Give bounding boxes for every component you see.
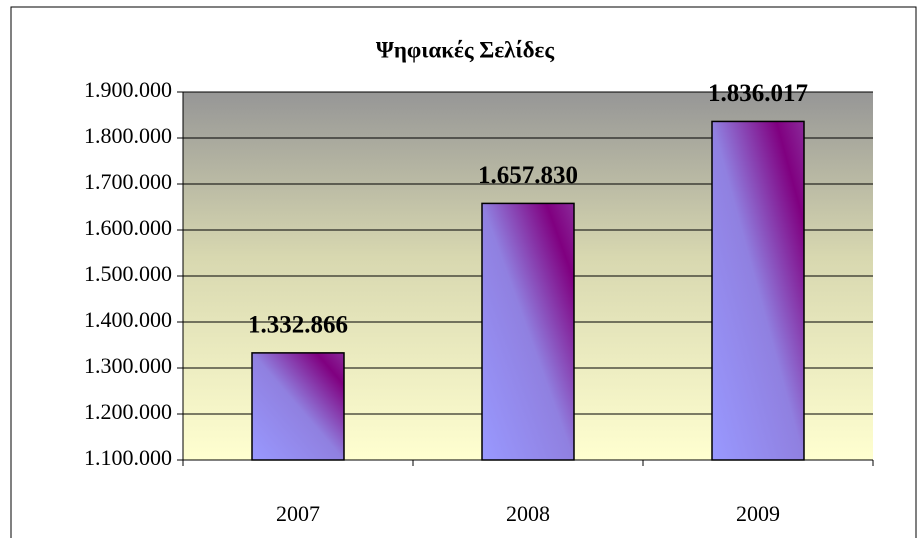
bar (711, 120, 805, 461)
data-label: 1.657.830 (478, 162, 578, 189)
x-tick-label: 2007 (276, 501, 320, 526)
bar (251, 352, 345, 461)
y-tick-label: 1.800.000 (84, 123, 172, 148)
y-tick-label: 1.500.000 (84, 261, 172, 286)
y-tick-label: 1.400.000 (84, 307, 172, 332)
chart-title: Ψηφιακές Σελίδες (376, 37, 554, 62)
y-tick-label: 1.700.000 (84, 169, 172, 194)
x-tick-label: 2008 (506, 501, 550, 526)
data-label: 1.836.017 (708, 80, 808, 107)
y-tick-label: 1.200.000 (84, 399, 172, 424)
y-tick-label: 1.900.000 (84, 77, 172, 102)
y-tick-label: 1.300.000 (84, 353, 172, 378)
data-label: 1.332.866 (248, 312, 348, 339)
y-tick-label: 1.100.000 (84, 445, 172, 470)
y-tick-label: 1.600.000 (84, 215, 172, 240)
bar (481, 202, 575, 461)
x-tick-label: 2009 (736, 501, 780, 526)
